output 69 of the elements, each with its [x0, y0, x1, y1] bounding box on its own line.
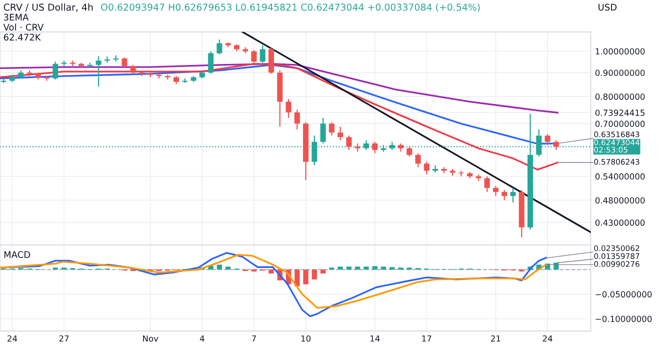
x-tick-label: 14 — [370, 335, 380, 342]
candlestick — [510, 187, 516, 203]
y-tick-label: 0.48000000 — [595, 197, 645, 204]
bar — [320, 270, 326, 274]
y-tick-label: −0.10000000 — [596, 316, 652, 322]
y-tick-label: −0.05000000 — [596, 291, 652, 298]
candlestick — [96, 56, 102, 88]
y-tick-label: 0.80000000 — [595, 94, 645, 100]
bar — [364, 266, 369, 270]
candlestick — [338, 126, 344, 141]
candlestick — [268, 46, 274, 74]
bar — [216, 264, 222, 270]
x-tick-label: 24 — [542, 335, 552, 342]
bar — [225, 266, 231, 270]
bar — [268, 270, 274, 274]
x-tick-label: Nov — [143, 335, 158, 342]
chart-subtitle: O0.62093947 H0.62679653 L0.61945821 C0.62473044 +0.00337084 (+0.54%) — [101, 3, 480, 12]
bar — [354, 266, 360, 270]
candlestick — [424, 161, 430, 176]
candlestick — [432, 164, 438, 174]
x-tick-label: 4 — [200, 335, 204, 342]
bar — [380, 266, 386, 270]
bar — [294, 270, 300, 286]
candlestick — [415, 152, 421, 168]
bar — [372, 266, 378, 270]
x-tick-label: 7 — [252, 335, 256, 342]
text: 3EMA — [4, 14, 29, 21]
bar — [346, 266, 352, 270]
bar — [554, 262, 559, 270]
bar — [338, 266, 343, 270]
bar — [312, 270, 318, 280]
x-tick-label: 24 — [8, 335, 18, 342]
x-tick-label: 21 — [491, 335, 500, 342]
candlestick — [104, 56, 110, 64]
annotation: MACD — [4, 251, 30, 258]
y-tick-label: 0.43000000 — [595, 220, 645, 226]
candlestick — [346, 135, 352, 150]
x-tick-label: 27 — [59, 335, 69, 342]
y-tick-label: 0.70000000 — [595, 120, 645, 127]
candlestick — [328, 122, 334, 136]
candlestick — [208, 50, 214, 74]
text: Vol · CRV — [3, 24, 44, 31]
candlestick — [138, 70, 144, 77]
candlestick — [544, 134, 550, 146]
candlestick — [52, 61, 58, 80]
candlestick — [286, 98, 292, 118]
candlestick — [553, 140, 559, 150]
x-tick-label: 10 — [301, 335, 311, 342]
candlestick — [122, 56, 128, 68]
chart-title: CRV / US Dollar, 4h — [4, 3, 93, 12]
x-tick-label: 17 — [422, 335, 432, 342]
y-axis-title: USD — [598, 4, 617, 11]
annotation: 62.472K — [4, 34, 41, 41]
candlestick — [216, 38, 222, 55]
candlestick — [406, 146, 412, 158]
bar — [390, 267, 395, 270]
candlestick — [484, 176, 490, 192]
candlestick — [372, 141, 378, 154]
candlestick — [502, 189, 508, 201]
y-tick-label: 1.00000000 — [596, 48, 645, 55]
y-tick-label: 0.90000000 — [595, 70, 645, 76]
candlestick — [294, 109, 300, 130]
candlestick — [251, 50, 257, 64]
y-tick-label: 0.73924415 — [595, 110, 645, 116]
candlestick — [320, 117, 326, 144]
bar — [303, 270, 308, 284]
candlestick — [492, 185, 498, 197]
candlestick — [260, 44, 266, 64]
y-tick-label: 0.54000000 — [595, 173, 645, 180]
